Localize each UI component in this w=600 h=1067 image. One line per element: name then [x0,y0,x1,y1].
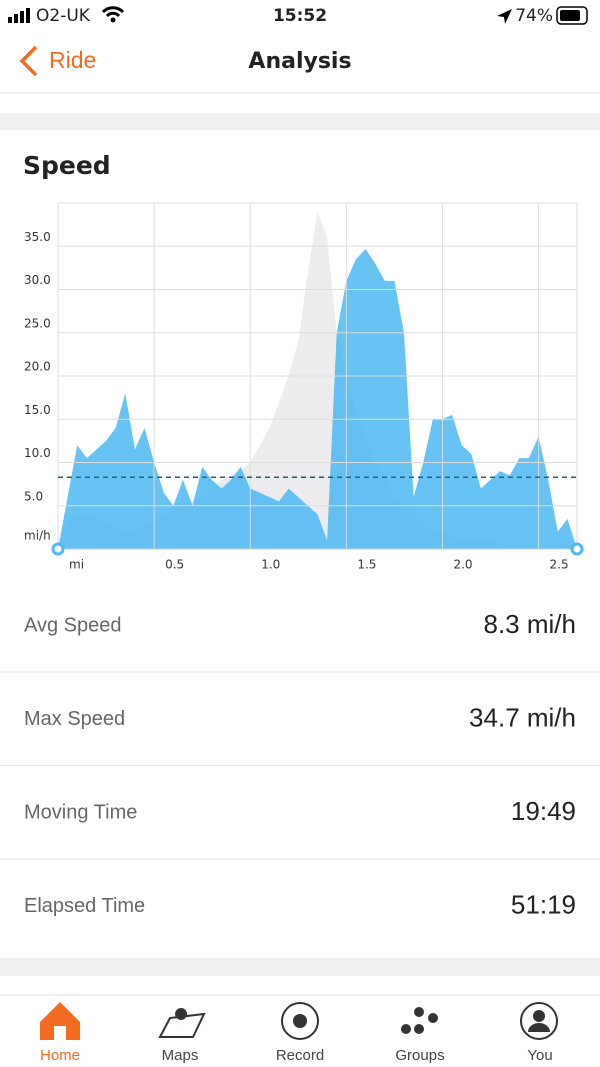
back-button[interactable]: Ride [19,45,96,77]
x-tick-label: mi [69,558,84,572]
wifi [101,6,125,18]
nav-title: Analysis [248,49,351,74]
y-tick-label: 5.0 [24,489,43,503]
you-icon[interactable] [520,1002,558,1040]
groups-icon[interactable] [401,1007,438,1034]
stat-label: Max Speed [24,708,125,730]
section-gap [0,958,600,976]
y-tick-label: 35.0 [24,230,51,244]
x-tick-label: 2.5 [550,558,569,572]
section-gap [0,113,600,130]
tab-bar: Home Maps Record Groups You [40,1047,553,1064]
tab-label[interactable]: Groups [395,1047,444,1064]
x-tick-label: 0.5 [165,558,184,572]
y-tick-label: 25.0 [24,316,51,330]
scrubber-end [51,542,65,556]
stat-value: 51:19 [511,889,576,919]
area [58,248,577,549]
record-icon[interactable] [281,1002,319,1040]
tab-label[interactable]: Record [276,1047,324,1064]
location-arrow [497,9,512,24]
back-chevron[interactable] [19,45,38,77]
stats: Avg Speed 8.3 mi/h Max Speed 34.7 mi/h Movin… [0,609,600,919]
x-tick-label: 1.5 [357,558,376,572]
area [58,211,577,549]
stat-label: Moving Time [24,801,137,823]
battery [556,6,588,25]
stat-value: 34.7 mi/h [469,702,576,732]
carrier: O2-UK [36,6,91,26]
y-tick-label: 10.0 [24,446,51,460]
x-tick-label: 2.0 [453,558,472,572]
tab-label[interactable]: Maps [162,1047,199,1064]
stat-value: 8.3 mi/h [484,609,577,639]
wifi-dot [110,17,116,23]
stat-label: Elapsed Time [24,895,145,917]
you-head[interactable] [533,1010,545,1022]
x-tick-label: 1.0 [261,558,280,572]
signal [8,8,30,23]
chart-title: Speed [23,151,111,180]
y-tick-label: 30.0 [24,273,51,287]
y-axis-label: mi/h [24,529,51,543]
scrubber-end [570,542,584,556]
back-label[interactable]: Ride [49,47,96,73]
maps-icon[interactable] [158,1012,206,1038]
speed-chart: 5.0 10.0 15.0 20.0 25.0 30.0 35.0 mi/h mi 0.5 1.0 1… [24,202,584,572]
tab-label[interactable]: Home [40,1047,80,1064]
y-tick-label: 15.0 [24,403,51,417]
tab-label[interactable]: You [527,1047,552,1064]
you-body[interactable] [528,1023,550,1032]
stat-value: 19:49 [511,796,576,826]
maps-pin[interactable] [175,1008,188,1028]
battery-fill [560,10,580,21]
battery-level: 74% [515,6,553,26]
home-icon[interactable] [40,1002,80,1040]
y-tick-label: 20.0 [24,360,51,374]
stat-label: Avg Speed [24,614,122,636]
record-dot[interactable] [293,1014,307,1028]
home-door[interactable] [54,1026,66,1040]
clock: 15:52 [273,6,327,26]
